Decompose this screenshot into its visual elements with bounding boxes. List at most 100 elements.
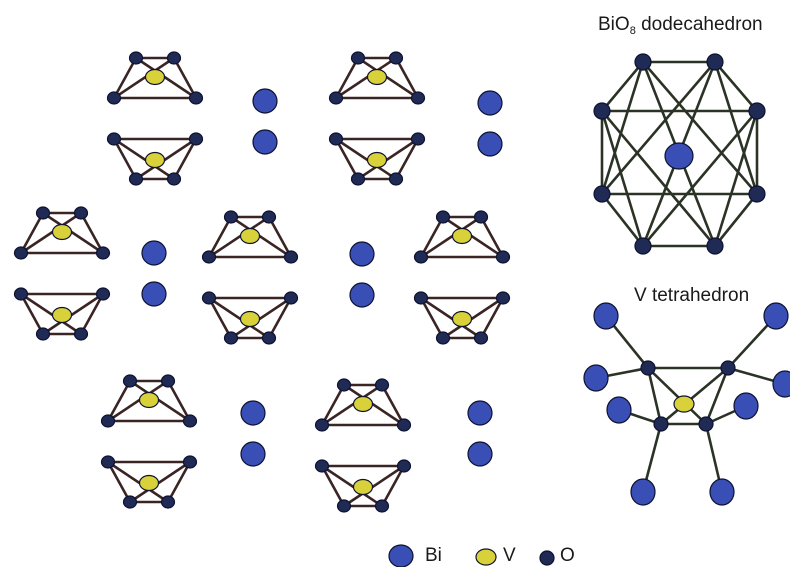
v-o-bond: [334, 138, 360, 180]
o-atom: [35, 327, 51, 341]
o-atom: [283, 291, 299, 305]
v-o-bond: [334, 57, 360, 99]
v-o-bond: [230, 215, 292, 259]
v-o-bond: [129, 460, 191, 504]
v-o-bond: [479, 297, 505, 339]
dodecahedron-edge: [642, 110, 758, 247]
o-atom: [410, 132, 426, 146]
v-o-bond: [106, 461, 132, 503]
legend-bi-marker: [388, 544, 414, 567]
dodecahedron-edge: [600, 110, 645, 247]
bi-atom: [349, 241, 375, 267]
o-atom: [473, 210, 489, 224]
v-o-bond: [112, 138, 138, 180]
o-atom: [473, 331, 489, 345]
v-o-bond: [380, 465, 406, 507]
v-o-bond: [113, 56, 175, 100]
o-atom: [374, 499, 390, 513]
tetrahedron-edge: [647, 367, 707, 425]
o-atom: [336, 378, 352, 392]
o-atom: [634, 237, 652, 255]
v-atom: [138, 474, 160, 492]
bi-atom: [709, 478, 735, 506]
v-o-bond: [207, 297, 233, 339]
v-o-bond: [42, 211, 104, 255]
v-o-bond: [113, 137, 175, 181]
v-o-bond: [320, 465, 346, 507]
o-atom: [350, 172, 366, 186]
o-atom: [396, 459, 412, 473]
o-atom: [435, 331, 451, 345]
o-atom: [188, 132, 204, 146]
v-o-bond: [172, 57, 198, 99]
o-atom: [748, 102, 766, 120]
v-atom: [673, 395, 695, 413]
bi-atom: [593, 302, 619, 330]
v-o-bond: [107, 379, 169, 423]
v-o-bond: [420, 215, 482, 259]
o-atom: [95, 246, 111, 260]
o-atom: [720, 360, 736, 376]
v-atom: [239, 310, 261, 328]
o-atom: [314, 418, 330, 432]
v-o-bond: [135, 56, 197, 100]
o-atom: [73, 327, 89, 341]
v-o-bond: [208, 215, 270, 259]
o-atom: [95, 287, 111, 301]
dodecahedron-edge: [714, 61, 758, 112]
o-atom: [261, 331, 277, 345]
v-o-bond: [166, 380, 192, 422]
v-o-bond: [79, 212, 105, 254]
v-o-bond: [172, 138, 198, 180]
o-atom: [495, 291, 511, 305]
o-atom: [223, 331, 239, 345]
v-o-bond: [357, 137, 419, 181]
v-o-bond: [419, 216, 445, 258]
vo4-tetrahedra-pairs: [13, 51, 511, 513]
v-o-bond: [335, 137, 397, 181]
o-atom: [100, 455, 116, 469]
o-atom: [261, 210, 277, 224]
legend-label-v: V: [503, 545, 516, 566]
o-atom: [413, 291, 429, 305]
v-o-bond: [343, 383, 405, 427]
dodecahedron-edge: [601, 110, 716, 247]
v-o-bond: [420, 296, 482, 340]
o-atom: [35, 206, 51, 220]
bi-atom: [240, 441, 266, 467]
bi-atom: [630, 478, 656, 506]
o-atom: [388, 51, 404, 65]
v-o-bond: [20, 211, 82, 255]
v-o-bond: [20, 292, 82, 336]
v-atom: [138, 391, 160, 409]
dodecahedron-edge: [601, 61, 644, 112]
legend-label-bi: Bi: [425, 545, 442, 566]
v-o-bond: [129, 379, 191, 423]
v-o-bond: [207, 216, 233, 258]
o-atom: [410, 91, 426, 105]
o-atom: [182, 455, 198, 469]
o-atom: [374, 378, 390, 392]
v-o-bond: [19, 293, 45, 335]
o-atom: [413, 250, 429, 264]
v-atom: [51, 223, 73, 241]
o-atom: [160, 374, 176, 388]
bi-atom: [583, 364, 609, 392]
bi-atom: [141, 281, 167, 307]
v-o-bond: [19, 212, 45, 254]
o-atom: [13, 287, 29, 301]
o-atom: [201, 291, 217, 305]
o-atom: [166, 172, 182, 186]
bio8-dodecahedron-figure: [593, 53, 766, 255]
v-o-bond: [394, 57, 420, 99]
o-atom: [188, 91, 204, 105]
o-atom: [435, 210, 451, 224]
v-atom: [366, 151, 388, 169]
o-atom: [328, 91, 344, 105]
bi-atom: [733, 392, 759, 420]
bi-atom: [664, 142, 694, 170]
o-atom: [350, 51, 366, 65]
v-o-bond: [42, 292, 104, 336]
tetrahedron-edge: [646, 367, 663, 425]
